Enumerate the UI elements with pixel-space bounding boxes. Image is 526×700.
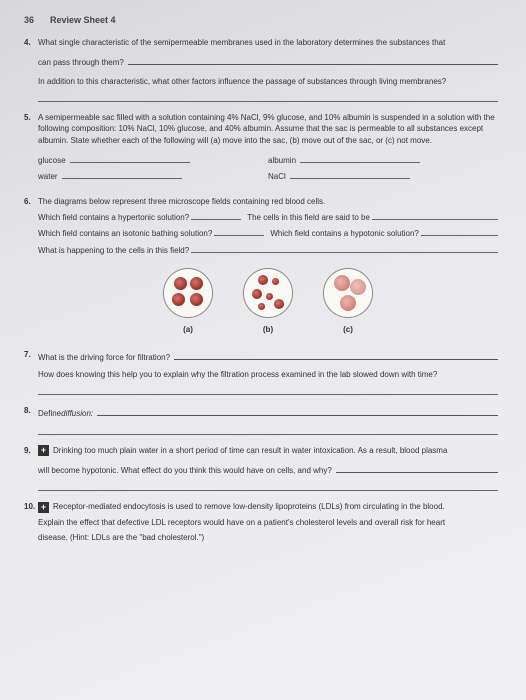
q5-text: A semipermeable sac filled with a soluti… [38, 113, 495, 144]
q9-number: 9. [24, 445, 38, 492]
plus-icon: + [38, 445, 49, 456]
blood-cell-icon [272, 278, 279, 285]
question-5: 5. A semipermeable sac filled with a sol… [24, 112, 498, 186]
answer-blank[interactable] [70, 154, 190, 163]
q7-body: What is the driving force for filtration… [38, 349, 498, 395]
q4-line2: can pass through them? [38, 57, 124, 68]
field-c: (c) [323, 268, 373, 335]
page-number: 36 [24, 14, 34, 27]
worksheet-page: 36 Review Sheet 4 4. What single charact… [0, 0, 526, 567]
q7-number: 7. [24, 349, 38, 395]
microscope-circle [163, 268, 213, 318]
answer-blank[interactable] [191, 211, 241, 220]
q8-text: Define [38, 408, 61, 419]
sheet-title: Review Sheet 4 [50, 14, 116, 27]
answer-blank[interactable] [290, 170, 410, 179]
q5-body: A semipermeable sac filled with a soluti… [38, 112, 498, 186]
q4-body: What single characteristic of the semipe… [38, 37, 498, 103]
field-label-a: (a) [163, 324, 213, 335]
q10-number: 10. [24, 501, 38, 543]
q7-line2: How does knowing this help you to explai… [38, 369, 498, 380]
q9-line2: will become hypotonic. What effect do yo… [38, 465, 332, 476]
q10-line1: Receptor-mediated endocytosis is used to… [53, 502, 445, 511]
blood-cell-icon [266, 293, 273, 300]
q4-number: 4. [24, 37, 38, 103]
answer-blank[interactable] [336, 462, 498, 473]
q7-line1: What is the driving force for filtration… [38, 352, 170, 363]
question-9: 9. + Drinking too much plain water in a s… [24, 445, 498, 492]
answer-blank[interactable] [214, 227, 264, 236]
q6-sub-c: What is happening to the cells in this f… [38, 245, 189, 256]
plus-icon: + [38, 502, 49, 513]
answer-blank[interactable] [128, 54, 498, 65]
field-b: (b) [243, 268, 293, 335]
blood-cell-icon [174, 277, 187, 290]
answer-blank[interactable] [372, 211, 498, 220]
blood-cell-icon [190, 277, 203, 290]
glucose-label: glucose [38, 155, 66, 166]
answer-blank[interactable] [191, 244, 498, 253]
answer-blank[interactable] [174, 349, 498, 360]
blood-cell-icon [258, 275, 268, 285]
answer-blank[interactable] [38, 478, 498, 491]
question-6: 6. The diagrams below represent three mi… [24, 196, 498, 339]
page-header: 36 Review Sheet 4 [24, 14, 498, 27]
blood-cell-icon [190, 293, 203, 306]
q6-number: 6. [24, 196, 38, 339]
blood-cell-icon [274, 299, 284, 309]
microscope-fields: (a) (b) [38, 268, 498, 335]
question-7: 7. What is the driving force for filtrat… [24, 349, 498, 395]
q6-sub-b: Which field contains an isotonic bathing… [38, 228, 212, 239]
answer-blank[interactable] [421, 227, 498, 236]
water-label: water [38, 171, 58, 182]
blood-cell-icon [334, 275, 350, 291]
q6-sub-b2: Which field contains a hypotonic solutio… [270, 228, 419, 239]
microscope-circle [243, 268, 293, 318]
q6-sub-a2: The cells in this field are said to be [247, 212, 370, 223]
nacl-label: NaCl [268, 171, 286, 182]
q4-line1: What single characteristic of the semipe… [38, 38, 445, 47]
answer-blank[interactable] [38, 382, 498, 395]
field-a: (a) [163, 268, 213, 335]
field-label-b: (b) [243, 324, 293, 335]
answer-blank[interactable] [38, 422, 498, 435]
q9-line1: Drinking too much plain water in a short… [53, 446, 447, 455]
answer-blank[interactable] [62, 170, 182, 179]
blood-cell-icon [258, 303, 265, 310]
q6-text: The diagrams below represent three micro… [38, 197, 325, 206]
q10-line3: disease. (Hint: LDLs are the "bad choles… [38, 532, 498, 543]
field-label-c: (c) [323, 324, 373, 335]
q6-sub-a: Which field contains a hypertonic soluti… [38, 212, 189, 223]
question-8: 8. Define diffusion: [24, 405, 498, 434]
question-4: 4. What single characteristic of the sem… [24, 37, 498, 103]
albumin-label: albumin [268, 155, 296, 166]
q6-body: The diagrams below represent three micro… [38, 196, 498, 339]
q9-body: + Drinking too much plain water in a shor… [38, 445, 498, 492]
question-10: 10. + Receptor-mediated endocytosis is us… [24, 501, 498, 543]
blood-cell-icon [252, 289, 262, 299]
q8-number: 8. [24, 405, 38, 434]
blood-cell-icon [172, 293, 185, 306]
q8-term: diffusion: [61, 408, 93, 419]
blood-cell-icon [340, 295, 356, 311]
q10-line2: Explain the effect that defective LDL re… [38, 517, 498, 528]
microscope-circle [323, 268, 373, 318]
q5-number: 5. [24, 112, 38, 186]
answer-blank[interactable] [300, 154, 420, 163]
q10-body: + Receptor-mediated endocytosis is used t… [38, 501, 498, 543]
q4-line3: In addition to this characteristic, what… [38, 76, 498, 87]
blood-cell-icon [350, 279, 366, 295]
answer-blank[interactable] [38, 89, 498, 102]
answer-blank[interactable] [97, 405, 498, 416]
q8-body: Define diffusion: [38, 405, 498, 434]
